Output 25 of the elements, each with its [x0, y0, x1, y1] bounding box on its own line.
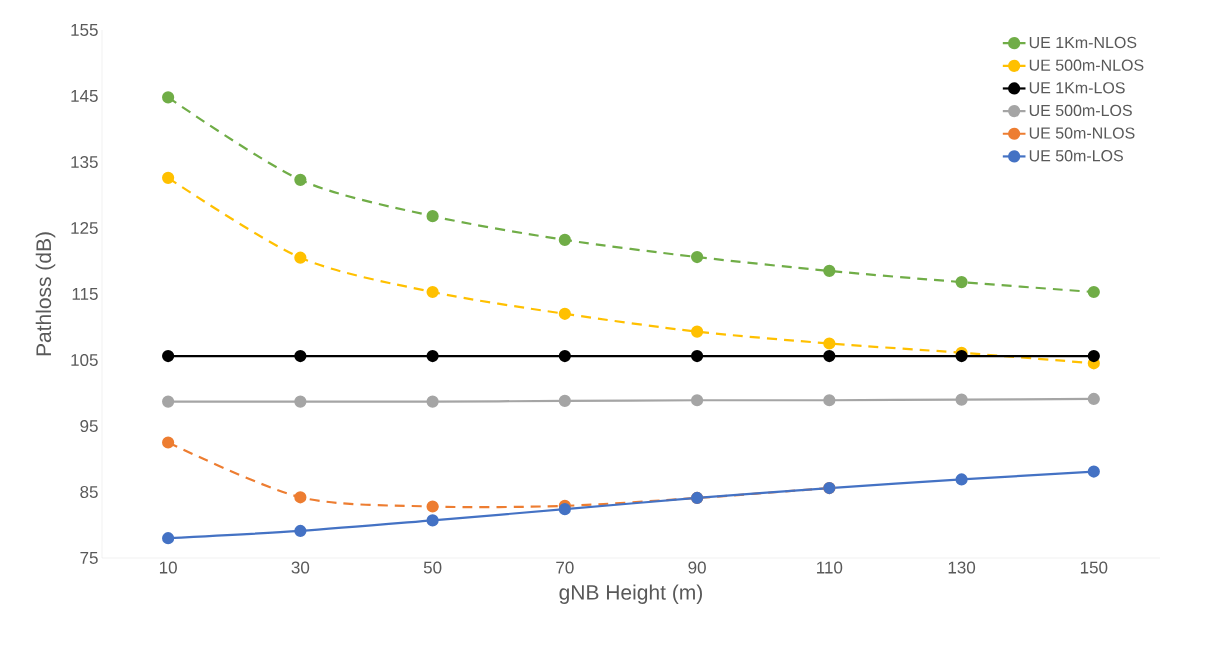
- x-axis-title: gNB Height (m): [559, 584, 702, 604]
- x-tick-label: 10: [159, 561, 177, 574]
- y-tick-label: 135: [71, 155, 98, 169]
- y-tick-label: 85: [80, 485, 98, 499]
- legend-label: UE 500m-NLOS: [1029, 59, 1144, 71]
- legend-label: UE 50m-NLOS: [1029, 127, 1135, 139]
- y-tick-label: 115: [72, 288, 98, 300]
- y-tick-label: 75: [80, 552, 98, 564]
- x-tick-label: 110: [817, 561, 843, 574]
- x-tick-label: 150: [1080, 561, 1108, 574]
- x-tick-label: 130: [948, 561, 976, 574]
- legend-label: UE 1Km-NLOS: [1029, 36, 1137, 49]
- x-tick-label: 90: [688, 561, 706, 574]
- y-tick-label: 155: [71, 24, 98, 36]
- x-tick-label: 50: [423, 561, 442, 574]
- legend-label: UE 500m-LOS: [1029, 104, 1132, 117]
- x-tick-label: 70: [556, 561, 574, 574]
- legend-label: UE 1Km-LOS: [1029, 82, 1125, 94]
- y-axis-title: Pathloss (dB): [35, 232, 56, 356]
- y-tick-label: 105: [71, 353, 98, 367]
- legend-label: UE 50m-LOS: [1029, 150, 1123, 162]
- x-tick-label: 30: [291, 561, 310, 574]
- y-tick-label: 95: [80, 419, 98, 433]
- y-tick-label: 125: [71, 221, 98, 235]
- y-tick-label: 145: [71, 90, 98, 102]
